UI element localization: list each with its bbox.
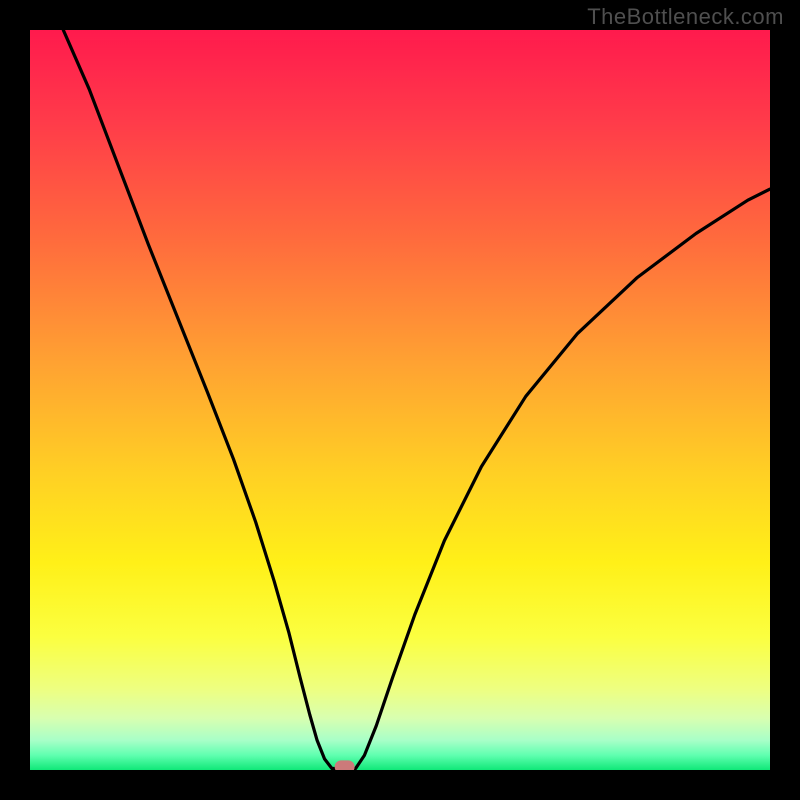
- plot-outer: [0, 0, 800, 800]
- watermark-text: TheBottleneck.com: [587, 4, 784, 30]
- bottleneck-curve: [30, 30, 770, 770]
- optimum-marker: [334, 760, 355, 770]
- plot-inner: [30, 30, 770, 770]
